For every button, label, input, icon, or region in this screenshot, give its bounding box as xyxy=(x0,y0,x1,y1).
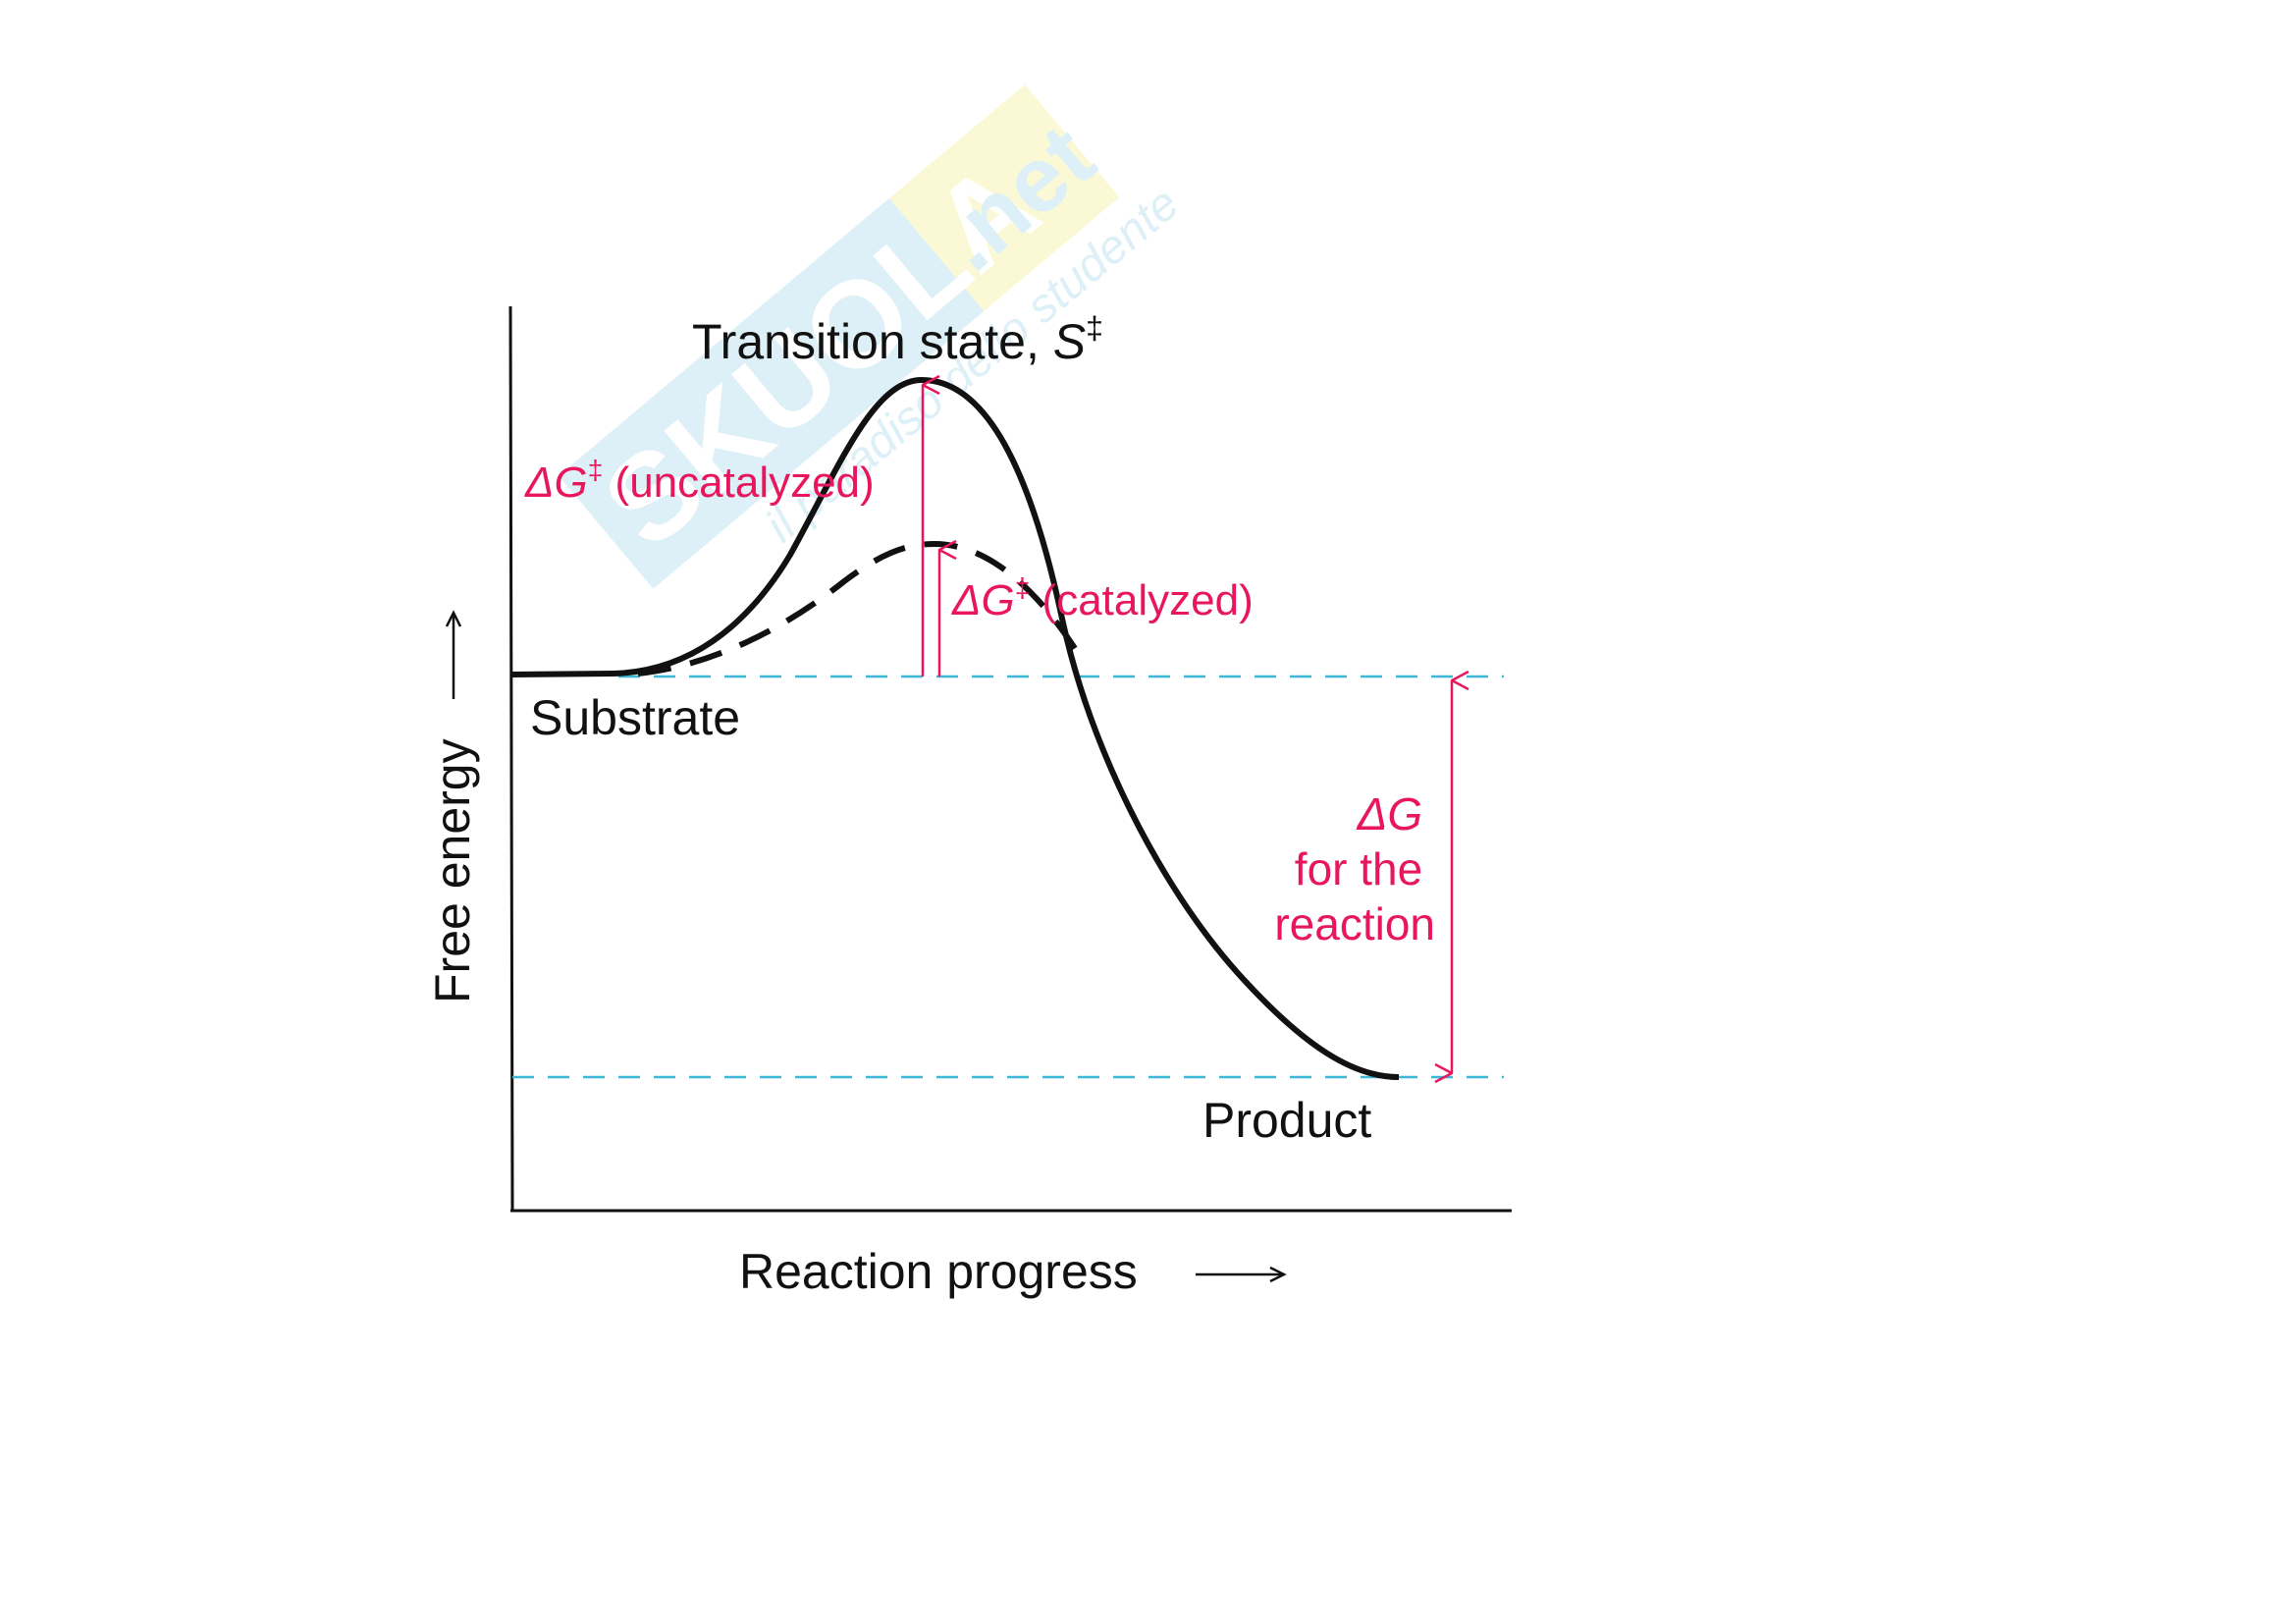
y-axis xyxy=(508,305,514,1212)
substrate-label: Substrate xyxy=(530,690,740,745)
y-axis-arrowhead-icon xyxy=(445,610,462,627)
x-axis-arrowhead-icon xyxy=(1269,1266,1287,1283)
uncatalyzed-label: ΔG‡ (uncatalyzed) xyxy=(524,455,875,507)
delta-g-reaction-label: ΔG for the reaction xyxy=(1274,788,1435,949)
catalyzed-curve xyxy=(637,540,1081,677)
x-axis-label: Reaction progress xyxy=(739,1244,1138,1299)
transition-state-label: Transition state, S‡ xyxy=(692,310,1103,369)
y-axis-label: Free energy xyxy=(425,738,480,1003)
catalyzed-label: ΔG‡ (catalyzed) xyxy=(951,572,1254,624)
product-label: Product xyxy=(1202,1093,1371,1148)
uncatalyzed-curve xyxy=(509,376,1400,1080)
